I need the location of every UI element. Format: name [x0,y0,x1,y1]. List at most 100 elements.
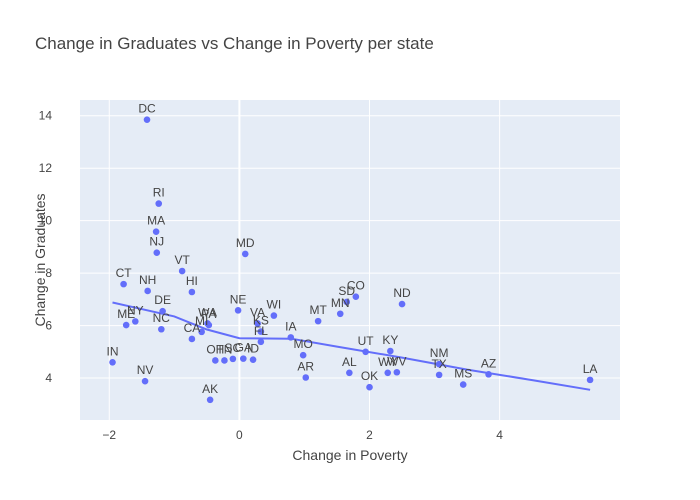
data-point [398,300,406,308]
data-point [387,347,394,355]
x-tick-label: 2 [366,428,373,442]
point-label: ND [393,286,411,300]
point-label: WV [387,354,406,368]
data-point [188,288,196,296]
data-point [212,357,219,364]
data-point [159,307,166,315]
point-label: NY [127,303,144,317]
data-point [346,369,353,377]
data-point [287,334,295,341]
point-label: VA [250,305,265,319]
y-tick-label: 10 [39,214,53,228]
point-label: PA [201,307,216,321]
data-point [459,381,467,388]
data-point [221,357,228,364]
data-point [240,355,247,362]
point-label: DE [154,293,171,307]
point-label: NC [153,311,171,325]
point-label: CT [116,266,133,280]
point-label: OK [361,369,378,383]
data-point [188,335,196,343]
point-label: AL [342,355,357,369]
point-label: GA [235,341,252,355]
point-label: MO [293,337,312,351]
data-point [485,371,492,378]
data-point [152,228,160,235]
data-point [586,376,594,384]
trendline [112,301,591,391]
x-axis-title: Change in Poverty [292,447,407,463]
point-label: FL [254,324,268,338]
y-tick-label: 12 [39,161,53,175]
point-label: RI [153,186,165,200]
data-point [352,293,360,301]
point-label: AR [297,360,314,374]
point-label: WY [378,355,397,369]
point-label: KS [253,314,269,328]
point-label: DC [138,102,156,116]
point-label: UT [358,334,375,348]
data-point [158,325,165,333]
data-point [198,328,205,336]
point-label: MT [309,303,327,317]
point-label: MD [236,236,255,250]
tick-labels-layer: −2 0 2 4 4 6 8 10 12 14 [39,109,504,442]
point-label: ME [117,307,135,321]
y-tick-label: 8 [45,266,52,280]
trend-layer [112,301,591,391]
data-point [336,310,344,318]
point-label: MA [147,214,165,228]
data-point [343,298,351,306]
data-point [109,358,116,366]
x-tick-label: −2 [102,428,116,442]
point-label: MN [331,296,350,310]
data-point [299,351,307,359]
data-point [254,320,261,327]
point-label: CA [184,321,201,335]
data-point [143,116,151,123]
chart-title: Change in Graduates vs Change in Poverty… [35,34,434,53]
data-point [178,267,186,275]
data-point [362,348,369,356]
x-tick-label: 4 [496,428,503,442]
data-point [132,318,139,325]
data-point [234,307,242,314]
point-label: WI [267,298,282,312]
point-label: SD [338,284,355,298]
point-label: OH [206,342,224,356]
data-point [241,250,249,258]
data-point [270,312,278,319]
data-point [366,383,373,391]
data-point [393,368,401,376]
data-point [435,360,443,368]
data-point [205,321,213,329]
point-label: KY [382,333,398,347]
data-point [122,321,130,329]
points-layer [109,116,594,404]
point-label: IN [107,344,119,358]
y-tick-label: 6 [45,319,52,333]
point-label: IA [285,319,296,333]
point-label: WA [198,305,217,319]
data-point [155,200,163,207]
point-label: MS [454,367,472,381]
y-tick-label: 4 [45,371,52,385]
data-point [141,377,149,385]
point-label: AZ [481,356,496,370]
point-label: NM [430,346,449,360]
y-tick-label: 14 [39,109,53,123]
data-point [206,396,214,404]
data-point [153,249,161,256]
data-point [384,369,392,377]
point-label: NJ [149,235,164,249]
data-point [229,355,237,363]
point-label: LA [583,362,598,376]
point-label: MI [195,314,208,328]
data-point [257,338,265,346]
data-point [302,374,310,381]
data-point [257,328,265,335]
data-point [120,280,127,288]
point-label: ID [247,342,259,356]
